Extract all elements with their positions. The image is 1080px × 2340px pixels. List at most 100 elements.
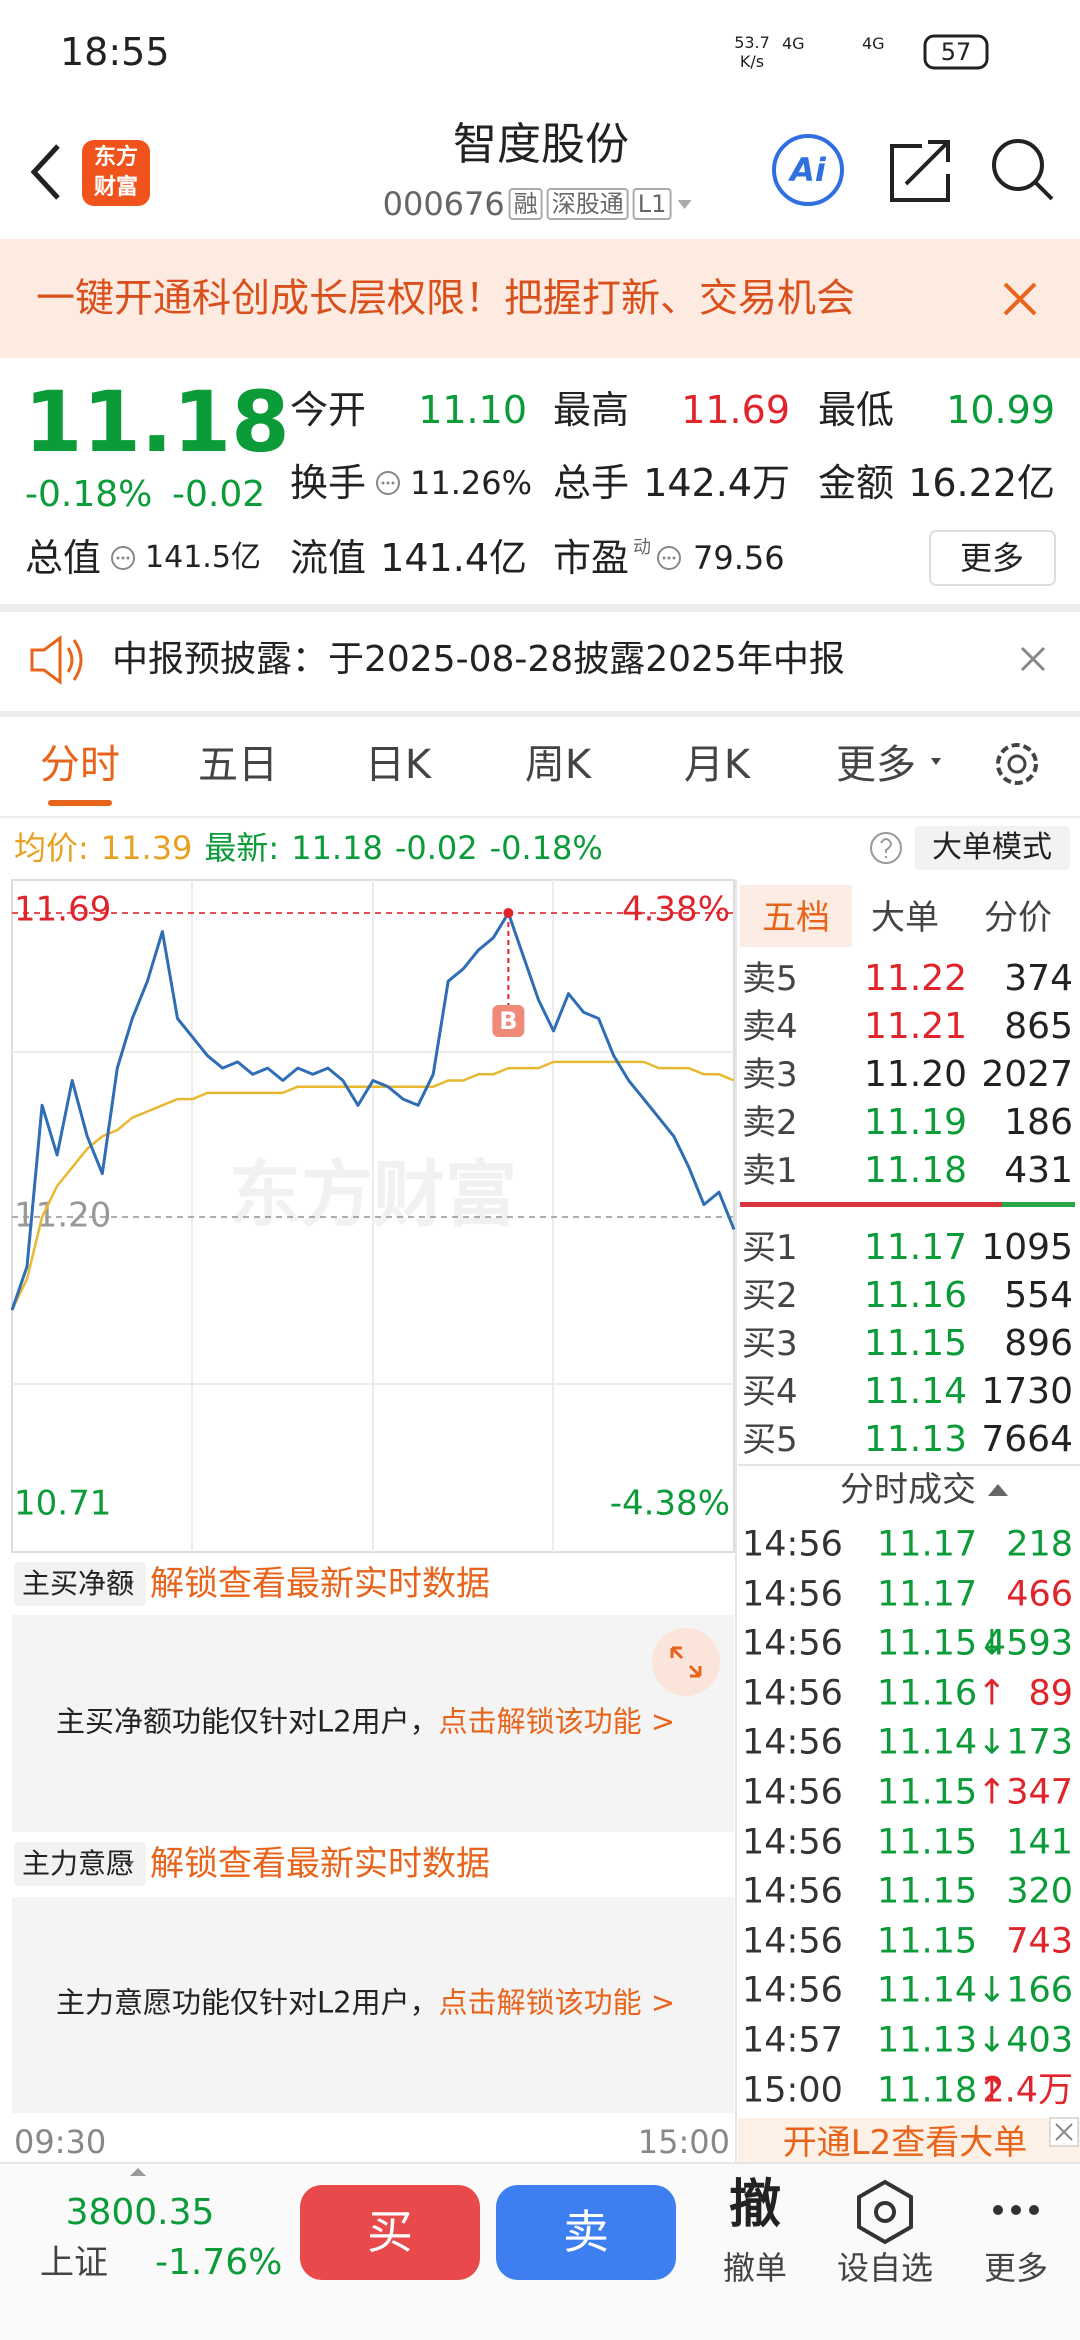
trade-arrow: ↑ [977, 1772, 1007, 1813]
watermark: 东方财富 [229, 1153, 517, 1237]
back-icon[interactable] [30, 144, 60, 200]
panel-selector[interactable]: 主买净额 [22, 1567, 135, 1600]
watchlist-icon[interactable] [857, 2179, 913, 2245]
settings-icon [1007, 754, 1027, 774]
code-line: 000676 融 深股通 L1 [383, 188, 698, 220]
more-icon [1029, 2205, 1039, 2215]
tab-highlight [740, 885, 852, 947]
trade-price-cell: 11.16↑ [877, 1676, 1007, 1711]
book-tab[interactable]: 大单 [871, 898, 939, 938]
buy-label[interactable]: 买 [367, 2205, 413, 2259]
panel-link[interactable]: 点击解锁该功能 > [438, 1985, 676, 2020]
trade-arrow: ↓ [977, 1722, 1007, 1763]
speaker-icon [30, 635, 83, 685]
cancel-icon[interactable]: 撤 [728, 2175, 782, 2235]
ai-icon[interactable] [772, 134, 844, 206]
panel-box [12, 1897, 734, 2113]
selector-box[interactable] [14, 1562, 146, 1606]
dropdown-caret [677, 200, 692, 209]
tab[interactable]: 五日 [198, 742, 278, 788]
trade-volume: 141 [1006, 1822, 1073, 1863]
banner-text[interactable]: 一键开通科创成长层权限！把握打新、交易机会 [36, 276, 856, 322]
field-superscript: 动 [633, 537, 652, 558]
ai-label[interactable]: Ai [790, 151, 826, 189]
panel-text: 主力意愿功能仅针对L2用户， [56, 1985, 439, 2020]
tab[interactable]: 更多 [836, 742, 916, 788]
selector-box[interactable] [14, 1842, 146, 1886]
trade-price: 11.15 [877, 1871, 978, 1912]
battery-icon [923, 34, 989, 70]
book-tab[interactable]: 五档 [762, 898, 830, 938]
close-icon[interactable] [1003, 282, 1037, 316]
info-icon[interactable] [655, 544, 683, 572]
trade-arrow: ↑ [977, 1673, 1007, 1714]
trade-price-cell: 11.15↓ [877, 1626, 1007, 1662]
tab[interactable]: 周K [524, 742, 592, 788]
more-icon[interactable] [993, 2205, 1003, 2215]
help-icon[interactable] [870, 832, 902, 864]
settings-icon[interactable] [996, 743, 1038, 785]
trade-time: 14:56 [742, 1970, 843, 2011]
trade-price-cell: 11.15 [877, 1825, 977, 1860]
search-icon[interactable] [992, 139, 1044, 191]
last-price: 11.18 [24, 373, 290, 471]
trade-volume: 320 [1006, 1871, 1073, 1912]
trade-time: 14:56 [742, 1524, 843, 1565]
tab-underline [48, 800, 112, 806]
trade-price: 11.13 [877, 2020, 978, 2061]
trade-price-cell: 11.15↑ [877, 1772, 1007, 1813]
trade-time: 14:56 [742, 1574, 843, 1615]
trade-volume: 743 [1006, 1921, 1073, 1962]
trade-arrow: ↑ [977, 2070, 1007, 2111]
mode-label[interactable]: 大单模式 [932, 830, 1052, 865]
trade-volume: 466 [1006, 1574, 1073, 1615]
watchlist-label[interactable]: 设自选 [836, 2249, 934, 2287]
book-tab[interactable]: 分价 [984, 898, 1052, 938]
buy-button[interactable] [300, 2185, 480, 2280]
field-label: 金额 [818, 461, 895, 505]
more-label[interactable]: 更多 [983, 2249, 1049, 2287]
panel-selector[interactable]: 主力意愿 [22, 1847, 135, 1880]
y2-tick-label: 4.38% [622, 890, 730, 930]
panel-unlock[interactable]: 解锁查看最新实时数据 [150, 1564, 490, 1604]
x-tick-label: 15:00 [638, 2123, 730, 2161]
panel-link[interactable]: 点击解锁该功能 > [438, 1704, 676, 1739]
tab[interactable]: 分时 [40, 742, 120, 788]
l2-footer[interactable]: 开通L2查看大单 [782, 2123, 1028, 2163]
expand-icon[interactable] [652, 1628, 720, 1696]
field: 市盈 动 79.56 [553, 537, 785, 578]
trade-volume: 403 [1006, 2020, 1073, 2061]
book-price: 11.14 [863, 1371, 967, 1412]
book-volume: 1095 [981, 1227, 1073, 1268]
index-change[interactable]: -1.76% [155, 2242, 283, 2283]
index-value[interactable]: 3800.35 [65, 2192, 215, 2233]
sell-label[interactable]: 卖 [563, 2205, 609, 2259]
dropdown-caret [124, 1861, 134, 1868]
logo-text: 财富 [93, 175, 139, 200]
tab[interactable]: 日K [364, 742, 432, 788]
panel-text: 主买净额功能仅针对L2用户， [56, 1704, 439, 1739]
network: 4G [782, 34, 805, 53]
cancel-label[interactable]: 撤单 [722, 2249, 788, 2287]
book-price: 11.13 [863, 1419, 967, 1460]
book-price: 11.18 [863, 1150, 967, 1191]
trade-time: 14:56 [742, 1673, 843, 1714]
mode-button[interactable] [915, 826, 1070, 870]
info-icon[interactable] [109, 544, 137, 572]
trade-arrow: ↓ [977, 2020, 1007, 2061]
more-button[interactable] [929, 530, 1056, 586]
book-label: 买1 [742, 1228, 798, 1268]
notice-text[interactable]: 中报预披露：于2025-08-28披露2025年中报 [112, 639, 845, 680]
close-icon[interactable] [1020, 646, 1046, 672]
more-button-label[interactable]: 更多 [959, 539, 1025, 577]
tab[interactable]: 月K [683, 742, 751, 788]
panel-unlock[interactable]: 解锁查看最新实时数据 [150, 1844, 490, 1884]
bid-bar [1002, 1202, 1075, 1207]
info-icon[interactable] [374, 469, 402, 497]
book-volume: 896 [1004, 1323, 1073, 1364]
trade-volume: 89 [1028, 1673, 1073, 1714]
share-icon[interactable] [890, 140, 950, 202]
index-name[interactable]: 上证 [40, 2243, 108, 2283]
sell-button[interactable] [496, 2185, 676, 2280]
trade-price: 11.14 [877, 1722, 978, 1763]
